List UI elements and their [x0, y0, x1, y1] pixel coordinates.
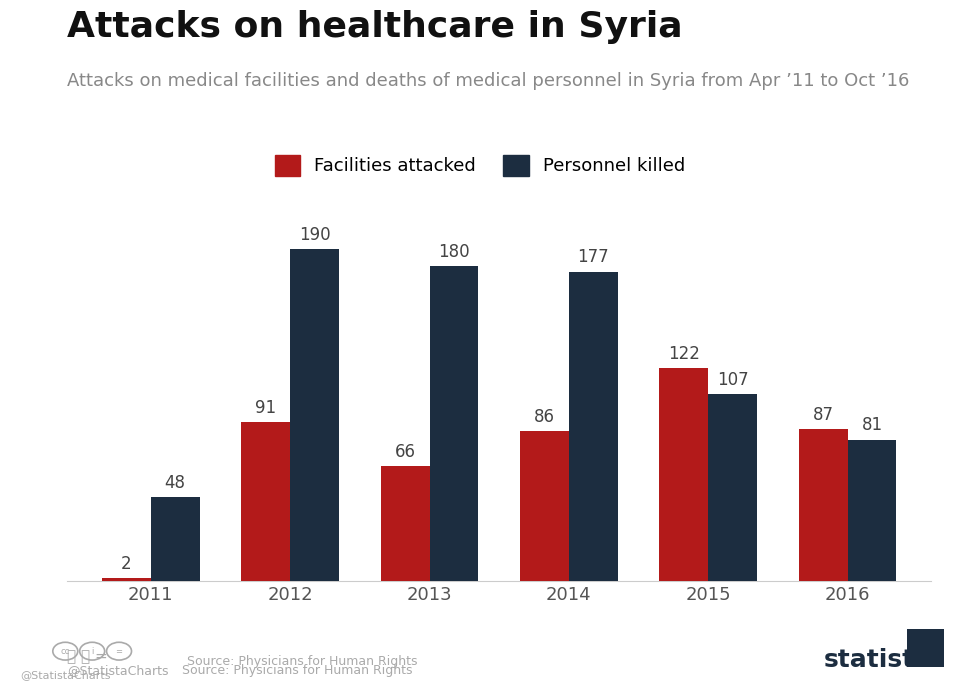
Bar [429, 267, 478, 581]
Text: i: i [91, 646, 93, 656]
Text: 107: 107 [717, 371, 749, 389]
Bar [708, 394, 757, 581]
Bar [799, 429, 848, 581]
Text: 177: 177 [578, 248, 609, 267]
Text: Source: Physicians for Human Rights: Source: Physicians for Human Rights [182, 663, 413, 677]
Bar [660, 368, 708, 581]
Bar [241, 422, 290, 581]
Text: 66: 66 [395, 443, 416, 460]
Text: 91: 91 [255, 399, 276, 417]
Text: 2: 2 [121, 555, 132, 573]
Bar [381, 466, 429, 581]
Bar [848, 440, 897, 581]
Text: =: = [115, 646, 123, 656]
Text: @StatistaCharts: @StatistaCharts [67, 663, 169, 677]
Text: @StatistaCharts: @StatistaCharts [20, 670, 110, 681]
Bar [102, 578, 151, 581]
Text: Attacks on medical facilities and deaths of medical personnel in Syria from Apr : Attacks on medical facilities and deaths… [67, 72, 909, 90]
Text: 86: 86 [534, 408, 555, 425]
Text: Source: Physicians for Human Rights: Source: Physicians for Human Rights [187, 655, 418, 668]
Bar [520, 431, 569, 581]
Text: 87: 87 [813, 406, 833, 424]
Text: 190: 190 [299, 226, 330, 244]
Text: 180: 180 [438, 244, 469, 261]
Bar [290, 249, 339, 581]
Text: cc: cc [60, 646, 70, 656]
Bar [151, 497, 200, 581]
Legend: Facilities attacked, Personnel killed: Facilities attacked, Personnel killed [266, 146, 694, 185]
Text: statista: statista [824, 648, 932, 672]
Text: 81: 81 [861, 417, 882, 434]
Bar [569, 272, 617, 581]
Text: ⓒ ⓘ =: ⓒ ⓘ = [67, 649, 108, 664]
Text: 48: 48 [165, 474, 185, 492]
Text: 122: 122 [668, 345, 700, 363]
Text: Attacks on healthcare in Syria: Attacks on healthcare in Syria [67, 10, 683, 44]
